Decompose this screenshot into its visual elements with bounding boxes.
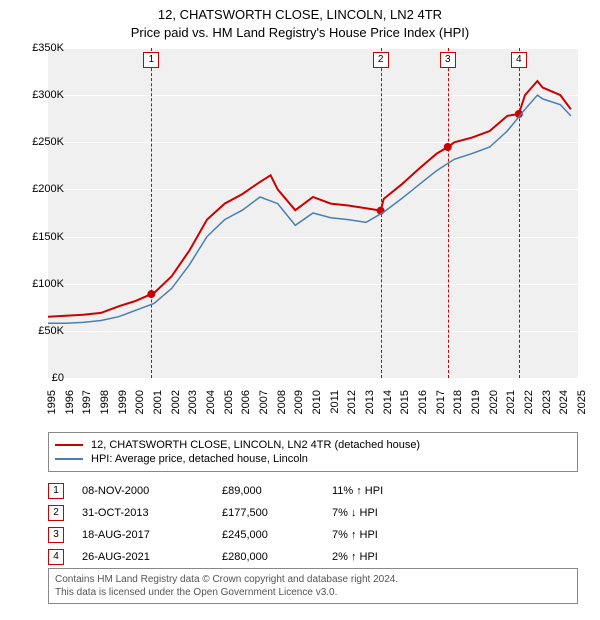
y-axis-tick: £250K xyxy=(32,136,64,148)
legend-item: HPI: Average price, detached house, Linc… xyxy=(55,453,571,465)
x-axis-tick: 2012 xyxy=(346,390,358,414)
title-line-2: Price paid vs. HM Land Registry's House … xyxy=(0,24,600,42)
tx-delta: 7% ↓ HPI xyxy=(332,507,452,519)
y-axis-tick: £0 xyxy=(52,372,64,384)
legend-swatch xyxy=(55,444,83,446)
x-axis-tick: 1997 xyxy=(81,390,93,414)
footer-line-1: Contains HM Land Registry data © Crown c… xyxy=(55,573,571,586)
x-axis-tick: 2023 xyxy=(541,390,553,414)
x-axis-tick: 2018 xyxy=(452,390,464,414)
x-axis-tick: 2010 xyxy=(311,390,323,414)
x-axis-tick: 2013 xyxy=(364,390,376,414)
tx-date: 18-AUG-2017 xyxy=(82,529,222,541)
x-axis-tick: 2016 xyxy=(417,390,429,414)
y-axis-tick: £200K xyxy=(32,183,64,195)
marker-label: 3 xyxy=(440,52,456,68)
y-axis-tick: £350K xyxy=(32,42,64,54)
tx-marker: 1 xyxy=(48,483,64,499)
x-axis-tick: 2017 xyxy=(435,390,447,414)
y-axis-tick: £50K xyxy=(38,325,64,337)
transaction-row: 1 08-NOV-2000£89,00011% ↑ HPI xyxy=(48,482,452,500)
transaction-row: 3 18-AUG-2017£245,0007% ↑ HPI xyxy=(48,526,452,544)
transaction-table: 1 08-NOV-2000£89,00011% ↑ HPI 2 31-OCT-2013… xyxy=(48,478,452,570)
gridline xyxy=(48,378,578,379)
tx-price: £89,000 xyxy=(222,485,332,497)
y-axis-tick: £300K xyxy=(32,89,64,101)
x-axis-tick: 2019 xyxy=(470,390,482,414)
tx-delta: 7% ↑ HPI xyxy=(332,529,452,541)
tx-price: £280,000 xyxy=(222,551,332,563)
legend-label: HPI: Average price, detached house, Linc… xyxy=(91,453,308,465)
tx-marker: 3 xyxy=(48,527,64,543)
x-axis-tick: 2009 xyxy=(293,390,305,414)
x-axis-tick: 2021 xyxy=(505,390,517,414)
tx-date: 08-NOV-2000 xyxy=(82,485,222,497)
tx-delta: 2% ↑ HPI xyxy=(332,551,452,563)
chart-container: 12, CHATSWORTH CLOSE, LINCOLN, LN2 4TR P… xyxy=(0,0,600,620)
tx-marker: 4 xyxy=(48,549,64,565)
x-axis-tick: 2006 xyxy=(240,390,252,414)
tx-date: 26-AUG-2021 xyxy=(82,551,222,563)
legend-label: 12, CHATSWORTH CLOSE, LINCOLN, LN2 4TR (… xyxy=(91,439,420,451)
x-axis-tick: 2025 xyxy=(576,390,588,414)
y-axis-tick: £150K xyxy=(32,231,64,243)
series-line xyxy=(48,81,571,317)
line-series xyxy=(48,48,578,378)
x-axis-tick: 2005 xyxy=(223,390,235,414)
plot-area: 1 2 3 4 xyxy=(48,48,578,378)
x-axis-tick: 2001 xyxy=(152,390,164,414)
footer-line-2: This data is licensed under the Open Gov… xyxy=(55,586,571,599)
x-axis-tick: 2003 xyxy=(187,390,199,414)
x-axis-tick: 2008 xyxy=(276,390,288,414)
x-axis-tick: 2024 xyxy=(558,390,570,414)
marker-label: 2 xyxy=(373,52,389,68)
x-axis-tick: 1998 xyxy=(99,390,111,414)
tx-delta: 11% ↑ HPI xyxy=(332,485,452,497)
x-axis-tick: 2000 xyxy=(134,390,146,414)
tx-date: 31-OCT-2013 xyxy=(82,507,222,519)
tx-price: £245,000 xyxy=(222,529,332,541)
tx-marker: 2 xyxy=(48,505,64,521)
tx-price: £177,500 xyxy=(222,507,332,519)
x-axis-tick: 2002 xyxy=(170,390,182,414)
transaction-row: 2 31-OCT-2013£177,5007% ↓ HPI xyxy=(48,504,452,522)
marker-label: 1 xyxy=(143,52,159,68)
x-axis-tick: 1999 xyxy=(117,390,129,414)
footer-attribution: Contains HM Land Registry data © Crown c… xyxy=(48,568,578,604)
chart-title: 12, CHATSWORTH CLOSE, LINCOLN, LN2 4TR P… xyxy=(0,0,600,42)
x-axis-tick: 2022 xyxy=(523,390,535,414)
legend: 12, CHATSWORTH CLOSE, LINCOLN, LN2 4TR (… xyxy=(48,432,578,472)
x-axis-tick: 1996 xyxy=(64,390,76,414)
x-axis-tick: 2004 xyxy=(205,390,217,414)
x-axis-tick: 1995 xyxy=(46,390,58,414)
legend-swatch xyxy=(55,458,83,460)
title-line-1: 12, CHATSWORTH CLOSE, LINCOLN, LN2 4TR xyxy=(0,6,600,24)
marker-label: 4 xyxy=(511,52,527,68)
x-axis-tick: 2020 xyxy=(488,390,500,414)
x-axis-tick: 2011 xyxy=(329,390,341,414)
x-axis-tick: 2014 xyxy=(382,390,394,414)
x-axis-tick: 2015 xyxy=(399,390,411,414)
legend-item: 12, CHATSWORTH CLOSE, LINCOLN, LN2 4TR (… xyxy=(55,439,571,451)
x-axis-tick: 2007 xyxy=(258,390,270,414)
transaction-row: 4 26-AUG-2021£280,0002% ↑ HPI xyxy=(48,548,452,566)
y-axis-tick: £100K xyxy=(32,278,64,290)
